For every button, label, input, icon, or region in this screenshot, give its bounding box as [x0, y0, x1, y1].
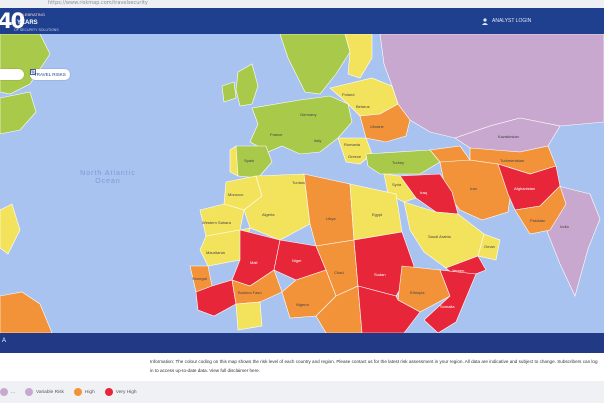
label-iraq: Iraq — [420, 190, 427, 195]
label-italy: Italy — [314, 138, 322, 143]
legend-label: Very High — [115, 389, 137, 395]
login-label: ANALYST LOGIN — [492, 18, 532, 24]
label-turkmenistan: Turkmenistan — [500, 158, 525, 163]
app-header: 40 CELEBRATING YEARS OF SECURITY SOLUTIO… — [0, 8, 604, 34]
legend-label: ... — [11, 389, 15, 395]
layer-button[interactable]: TRAVEL RISKS — [30, 69, 70, 80]
region-balkans[interactable] — [337, 137, 373, 165]
region-ireland[interactable] — [221, 81, 237, 103]
label-belarus: Belarus — [356, 104, 370, 109]
legend-item-variable: Variable Risk — [25, 388, 64, 396]
label-poland: Poland — [342, 92, 355, 97]
label-iran: Iran — [470, 186, 477, 191]
legend-swatch — [0, 388, 8, 396]
region-portugal[interactable] — [229, 145, 239, 177]
region-uk[interactable] — [235, 63, 259, 107]
search-input[interactable] — [0, 69, 24, 80]
legend-swatch — [25, 388, 33, 396]
logo-number: 40 — [0, 9, 25, 33]
layers-icon — [30, 69, 36, 75]
label-niger: Niger — [292, 258, 302, 263]
map-canvas[interactable] — [0, 34, 604, 333]
ocean-label: North Atlantic Ocean — [80, 170, 136, 185]
label-algeria: Algeria — [262, 212, 275, 217]
legend-item-high: High — [73, 388, 95, 396]
label-egypt: Egypt — [372, 212, 383, 217]
region-north-america-east[interactable] — [0, 91, 37, 135]
label-pakistan: Pakistan — [530, 218, 546, 223]
region-finland[interactable] — [344, 34, 373, 79]
legend-label: High — [84, 389, 95, 395]
region-south-america[interactable] — [0, 291, 53, 333]
label-ethiopia: Ethiopia — [410, 290, 425, 295]
region-russia[interactable] — [379, 34, 604, 139]
region-pakistan[interactable] — [514, 185, 567, 235]
user-icon — [482, 17, 488, 25]
legend-swatch — [73, 388, 82, 396]
label-oman: Oman — [484, 244, 495, 249]
region-somalia[interactable] — [423, 269, 477, 333]
label-burkina-faso: Burkina Faso — [238, 290, 262, 295]
label-yemen: Yemen — [452, 268, 465, 273]
region-south-sudan[interactable] — [357, 285, 421, 333]
label-france: France — [270, 132, 283, 137]
legend-item-very-high: Very High — [104, 388, 137, 396]
label-germany: Germany — [300, 112, 317, 117]
logo-small-text: CELEBRATING — [17, 12, 45, 17]
legend-label: Variable Risk — [36, 389, 64, 395]
label-kazakhstan: Kazakhstan — [498, 134, 519, 139]
label-morocco: Morocco — [228, 192, 244, 197]
label-chad: Chad — [334, 270, 344, 275]
label-saudi-arabia: Saudi Arabia — [428, 234, 451, 239]
label-greece: Greece — [348, 154, 362, 159]
region-ukraine[interactable] — [359, 103, 411, 143]
logo-years: YEARS — [17, 20, 38, 26]
label-ukraine: Ukraine — [370, 124, 384, 129]
layer-button-label: TRAVEL RISKS — [34, 72, 66, 77]
label-romania: Romania — [344, 142, 361, 147]
label-india: India — [560, 224, 569, 229]
label-turkey: Turkey — [392, 160, 405, 165]
label-tunisia: Tunisia — [292, 180, 305, 185]
region-ethiopia[interactable] — [397, 265, 451, 313]
label-syria: Syria — [392, 182, 402, 187]
region-oman[interactable] — [477, 233, 501, 261]
info-panel-header[interactable]: A — [0, 333, 604, 353]
label-somalia: Somalia — [440, 304, 455, 309]
label-senegal: Senegal — [192, 276, 207, 281]
region-western-europe[interactable] — [249, 95, 353, 155]
label-libya: Libya — [326, 216, 336, 221]
label-sudan: Sudan — [374, 272, 386, 277]
label-mali: Mali — [250, 260, 258, 265]
legend: ... Variable Risk High Very High — [0, 381, 604, 403]
region-ivory-coast[interactable] — [235, 301, 263, 331]
risk-map[interactable]: TRAVEL RISKS North Atlantic Ocean Algeri… — [0, 34, 604, 333]
label-mauritania: Mauritania — [206, 250, 225, 255]
label-nigeria: Nigeria — [296, 302, 309, 307]
info-panel-title: A — [2, 338, 7, 344]
region-caribbean[interactable] — [0, 203, 21, 255]
info-text: Information: The colour coding on this m… — [150, 359, 598, 373]
address-bar[interactable]: https://www.riskmap.com/travelsecurity — [48, 0, 148, 6]
info-panel: Information: The colour coding on this m… — [0, 353, 604, 382]
logo-tagline: OF SECURITY SOLUTIONS — [14, 28, 59, 32]
label-afghanistan: Afghanistan — [514, 186, 536, 191]
region-western-sahara[interactable] — [199, 203, 245, 237]
label-western-sahara: Western Sahara — [202, 220, 231, 225]
login-button[interactable]: ANALYST LOGIN — [482, 16, 552, 26]
legend-item-partial: ... — [0, 388, 15, 396]
label-spain: Spain — [244, 158, 255, 163]
legend-swatch — [104, 388, 113, 396]
